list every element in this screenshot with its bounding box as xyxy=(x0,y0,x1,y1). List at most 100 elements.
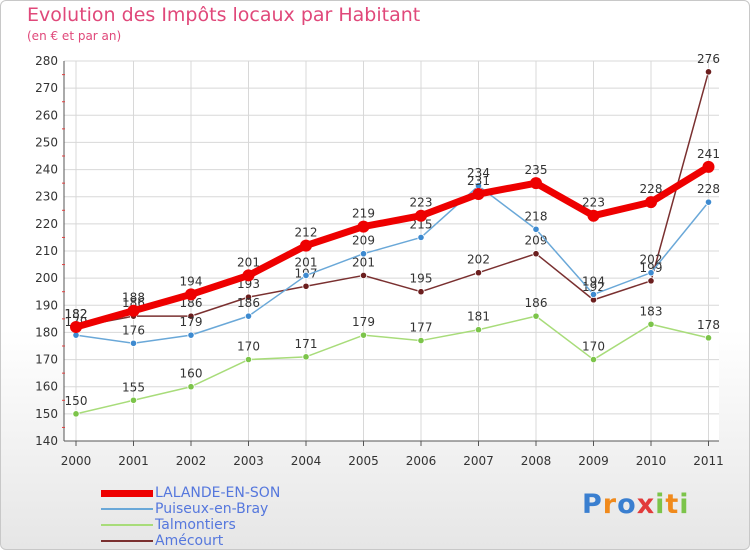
logo-letter: i xyxy=(679,489,690,520)
data-label: 241 xyxy=(697,147,720,161)
data-label: 170 xyxy=(237,340,260,354)
data-label: 150 xyxy=(65,394,88,408)
data-point xyxy=(302,271,310,280)
data-point xyxy=(532,312,540,320)
data-label: 201 xyxy=(295,255,318,269)
data-point xyxy=(472,188,485,200)
y-tick-label: 280 xyxy=(35,54,58,68)
data-label: 194 xyxy=(180,274,203,288)
x-tick-label: 2001 xyxy=(118,454,149,468)
x-tick-label: 2007 xyxy=(463,454,494,468)
data-point xyxy=(244,355,253,364)
data-point xyxy=(129,339,138,347)
y-tick-label: 200 xyxy=(35,271,58,285)
data-label: 179 xyxy=(180,315,203,329)
data-point xyxy=(474,326,483,334)
series-line-talmontiers xyxy=(75,315,710,415)
data-point xyxy=(647,269,655,277)
data-point xyxy=(300,239,312,252)
x-tick-label: 2003 xyxy=(233,454,264,468)
data-point xyxy=(72,410,80,418)
y-tick-label: 140 xyxy=(35,434,58,448)
data-point xyxy=(244,312,253,320)
legend-label: Talmontiers xyxy=(155,517,236,533)
data-label: 215 xyxy=(410,217,433,231)
data-point xyxy=(532,250,540,258)
data-label: 199 xyxy=(640,261,663,275)
data-point xyxy=(359,271,368,280)
y-tick-label: 190 xyxy=(35,298,58,312)
chart-title: Evolution des Impôts locaux par Habitant xyxy=(27,4,421,26)
data-label: 201 xyxy=(352,255,375,269)
data-label: 234 xyxy=(467,166,490,180)
data-point xyxy=(417,336,425,345)
data-label: 170 xyxy=(582,340,605,354)
data-label: 195 xyxy=(410,272,433,286)
series-line-amécourt xyxy=(75,71,710,328)
data-point xyxy=(530,177,542,190)
data-point xyxy=(647,320,655,328)
data-point xyxy=(70,321,82,333)
data-label: 186 xyxy=(237,296,260,310)
data-point xyxy=(704,334,713,342)
legend-label: LALANDE-EN-SON xyxy=(155,485,281,501)
y-tick-label: 230 xyxy=(35,190,58,204)
x-tick-label: 2000 xyxy=(61,454,92,468)
data-label: 201 xyxy=(237,255,260,269)
data-point xyxy=(357,220,370,233)
data-label: 202 xyxy=(640,253,663,267)
data-label: 155 xyxy=(122,380,145,394)
y-tick-label: 270 xyxy=(35,81,58,95)
data-label: 218 xyxy=(525,209,548,223)
data-label: 171 xyxy=(295,337,318,351)
y-tick-label: 160 xyxy=(35,380,58,394)
data-point xyxy=(129,396,138,404)
data-point xyxy=(474,269,483,277)
data-point xyxy=(127,304,140,317)
data-label: 223 xyxy=(582,196,605,210)
data-label: 181 xyxy=(467,310,490,324)
x-tick-label: 2011 xyxy=(693,454,724,468)
data-point xyxy=(645,196,657,209)
data-label: 276 xyxy=(697,52,720,66)
data-point xyxy=(704,198,713,206)
data-point xyxy=(417,288,425,296)
data-label: 182 xyxy=(65,307,88,321)
data-label: 209 xyxy=(525,234,548,248)
y-tick-label: 220 xyxy=(35,217,58,231)
data-label: 212 xyxy=(295,226,318,240)
data-point xyxy=(415,209,427,222)
data-point xyxy=(702,160,715,173)
data-point xyxy=(532,225,540,233)
legend-swatch xyxy=(101,540,153,542)
data-point xyxy=(647,277,655,285)
data-point xyxy=(302,353,310,361)
logo-letter: t xyxy=(665,489,680,520)
data-point xyxy=(187,383,195,391)
data-point xyxy=(302,282,310,290)
series-line-puiseux-en-bray xyxy=(75,185,710,345)
data-point xyxy=(242,269,255,282)
data-label: 188 xyxy=(122,291,145,305)
data-label: 176 xyxy=(122,323,145,337)
chart-subtitle: (en € et par an) xyxy=(27,29,122,43)
y-tick-label: 150 xyxy=(35,407,58,421)
data-label: 177 xyxy=(410,321,433,335)
data-point xyxy=(359,250,368,258)
x-tick-label: 2009 xyxy=(578,454,609,468)
data-label: 223 xyxy=(410,196,433,210)
y-tick-label: 210 xyxy=(35,244,58,258)
data-point xyxy=(187,312,195,320)
y-tick-label: 260 xyxy=(35,108,58,122)
data-label: 192 xyxy=(582,280,605,294)
series-line-lalande-en-son xyxy=(72,163,712,331)
data-label: 186 xyxy=(525,296,548,310)
data-label: 160 xyxy=(180,367,203,381)
x-tick-label: 2008 xyxy=(521,454,552,468)
logo-letter: o xyxy=(617,489,637,520)
data-label: 179 xyxy=(352,315,375,329)
data-label: 182 xyxy=(65,307,88,321)
data-point xyxy=(417,233,425,242)
data-label: 235 xyxy=(525,163,548,177)
